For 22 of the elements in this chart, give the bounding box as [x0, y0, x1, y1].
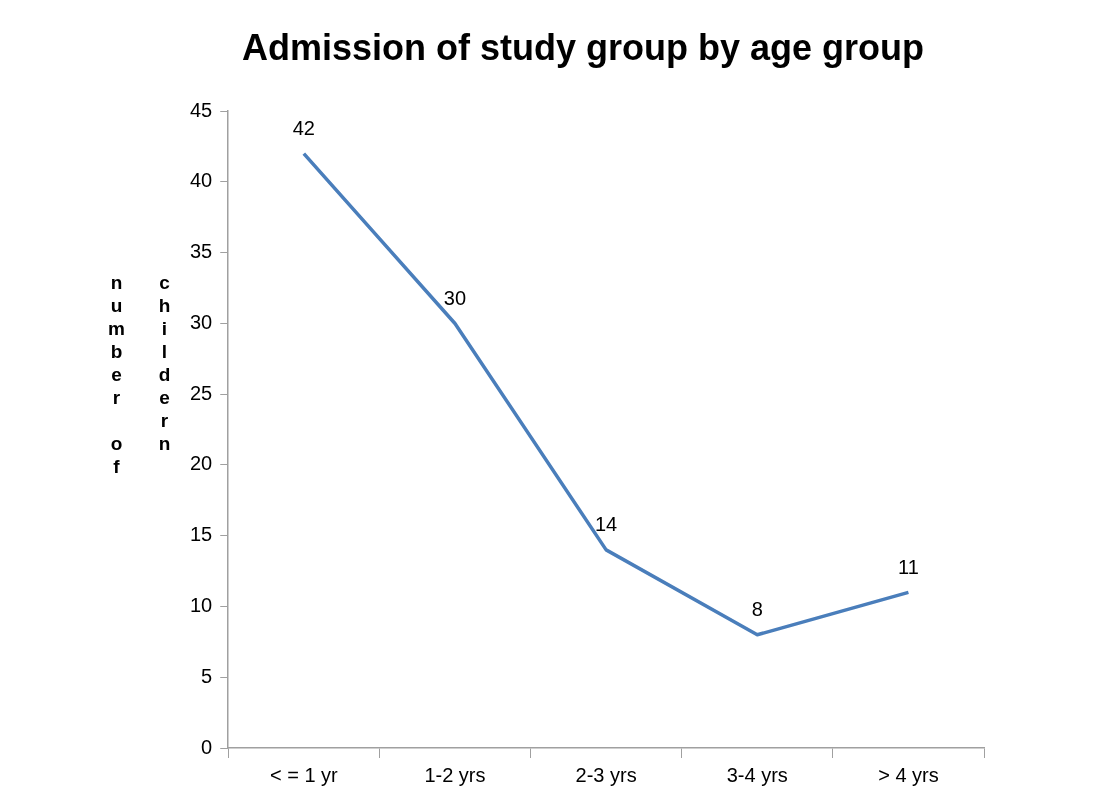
- y-tick-label: 5: [201, 664, 213, 687]
- y-tick-label: 20: [190, 452, 213, 475]
- x-tick-label: 3-4 yrs: [726, 763, 788, 786]
- x-tick-label: > 4 yrs: [878, 763, 939, 786]
- y-tick-label: 45: [190, 98, 213, 121]
- y-tick-label: 35: [190, 240, 213, 263]
- x-tick-label: < = 1 yr: [269, 763, 339, 786]
- data-label: 14: [595, 513, 618, 536]
- data-label: 8: [751, 598, 763, 621]
- chart-title: Admission of study group by age group: [241, 26, 925, 68]
- text: number of childern: [106, 272, 175, 479]
- data-label: 11: [898, 555, 919, 578]
- y-tick-label: 30: [190, 310, 213, 333]
- y-tick-label: 0: [201, 735, 213, 758]
- data-label: 42: [292, 117, 315, 140]
- y-tick-label: 15: [190, 523, 213, 546]
- data-label: 30: [443, 286, 467, 309]
- y-tick-label: 10: [190, 594, 213, 616]
- y-tick-label: 40: [190, 169, 213, 192]
- y-tick-label: 25: [190, 381, 213, 404]
- x-tick-label: 1-2 yrs: [424, 763, 486, 786]
- x-tick-label: 2-3 yrs: [575, 763, 637, 786]
